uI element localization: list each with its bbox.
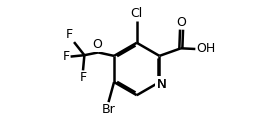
- Text: Cl: Cl: [131, 7, 143, 20]
- Text: O: O: [92, 38, 102, 51]
- Text: OH: OH: [196, 43, 215, 55]
- Text: N: N: [157, 78, 166, 91]
- Text: Br: Br: [102, 103, 116, 116]
- Text: N: N: [157, 78, 166, 91]
- Text: O: O: [177, 16, 187, 29]
- Text: F: F: [79, 71, 87, 84]
- Text: F: F: [66, 28, 73, 41]
- Text: F: F: [63, 50, 70, 63]
